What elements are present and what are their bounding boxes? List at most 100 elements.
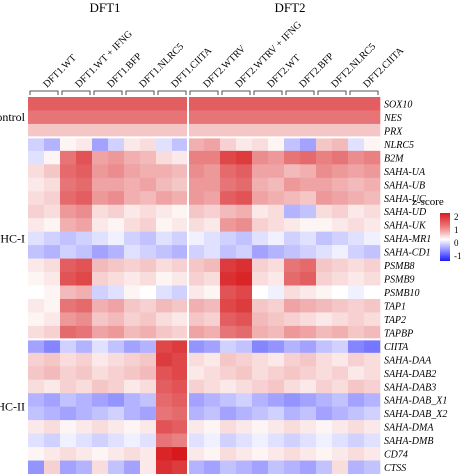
heatmap-cell [220, 164, 237, 179]
heatmap-cell [204, 123, 221, 138]
heatmap-cell [28, 460, 45, 474]
heatmap-cell [76, 231, 93, 246]
heatmap-cell [60, 123, 77, 138]
row-label: PSMB10 [383, 288, 420, 299]
heatmap-cell [284, 137, 301, 152]
heatmap-cell [300, 379, 317, 394]
heatmap-cell [92, 137, 109, 152]
heatmap-cell [300, 285, 317, 300]
heatmap-cell [124, 218, 141, 232]
heatmap-cell [140, 110, 157, 125]
heatmap-cell [252, 164, 269, 179]
heatmap-cell [300, 191, 317, 206]
heatmap-cell [92, 97, 109, 111]
heatmap-cell [236, 298, 253, 313]
row-label: TAP2 [384, 315, 406, 326]
heatmap-cell [172, 447, 189, 461]
heatmap-cell [332, 433, 349, 448]
heatmap-cell [156, 406, 173, 421]
heatmap-cell [316, 191, 333, 206]
heatmap-cell [220, 137, 237, 152]
row-label: CIITA [384, 342, 409, 353]
heatmap-cell [76, 393, 93, 407]
heatmap-cell [204, 379, 221, 394]
column-bracket [93, 90, 123, 95]
heatmap-cell [316, 420, 333, 434]
legend-tick: -1 [454, 251, 462, 261]
heatmap-cell [76, 420, 93, 434]
heatmap-cell [332, 393, 349, 407]
heatmap-cell [60, 164, 77, 179]
heatmap-cell [108, 164, 125, 179]
heatmap-cell [268, 164, 285, 179]
row-label: PSMB8 [383, 261, 415, 272]
heatmap-cell [108, 150, 125, 165]
heatmap-cell [124, 312, 141, 327]
heatmap-cell [364, 177, 381, 192]
heatmap-cell [236, 245, 253, 259]
heatmap-cell [252, 245, 269, 259]
heatmap-cell [28, 245, 45, 259]
heatmap-cell [284, 191, 301, 206]
heatmap-cell [204, 325, 221, 340]
heatmap-cell [172, 312, 189, 327]
heatmap-cell [332, 420, 349, 434]
heatmap-cell [236, 352, 253, 367]
heatmap-cell [28, 447, 45, 461]
heatmap-cell [28, 110, 45, 125]
heatmap-cell [44, 150, 61, 165]
heatmap-cell [316, 110, 333, 125]
heatmap-cell [364, 339, 381, 354]
heatmap-cell [76, 325, 93, 340]
row-label: CTSS [384, 463, 406, 474]
heatmap-cell [124, 433, 141, 448]
heatmap-cell [220, 272, 237, 286]
heatmap-cell [124, 298, 141, 313]
heatmap-cell [316, 245, 333, 259]
row-group-label: MHC-I [0, 231, 25, 245]
column-bracket [221, 90, 251, 95]
heatmap-cell [364, 164, 381, 179]
heatmap-cell [156, 191, 173, 206]
heatmap-cell [364, 97, 381, 111]
heatmap-cell [220, 191, 237, 206]
heatmap-cell [124, 406, 141, 421]
heatmap-cell [316, 164, 333, 179]
column-bracket [317, 90, 347, 95]
heatmap-cell [252, 231, 269, 246]
heatmap-cell [252, 97, 269, 111]
heatmap-cell [140, 218, 157, 232]
heatmap-cell [220, 460, 237, 474]
heatmap-cell [188, 406, 205, 421]
heatmap-cell [108, 420, 125, 434]
heatmap-cell [76, 285, 93, 300]
heatmap-cell [284, 298, 301, 313]
heatmap-cell [364, 137, 381, 152]
heatmap-cell [172, 298, 189, 313]
heatmap-cell [140, 137, 157, 152]
heatmap-cell [268, 218, 285, 232]
heatmap-cell [156, 420, 173, 434]
heatmap-cell [60, 177, 77, 192]
heatmap-cell [28, 312, 45, 327]
heatmap-cell [268, 191, 285, 206]
heatmap-cell [204, 285, 221, 300]
heatmap-cell [108, 325, 125, 340]
heatmap-cell [204, 204, 221, 219]
heatmap-cell [156, 164, 173, 179]
heatmap-cell [140, 285, 157, 300]
heatmap-cell [76, 339, 93, 354]
heatmap-cell [204, 231, 221, 246]
heatmap-cell [28, 285, 45, 300]
column-label: DFT1.WT + IFNG [73, 29, 134, 90]
heatmap-cell [252, 433, 269, 448]
heatmap-cell [92, 339, 109, 354]
heatmap-cell [252, 285, 269, 300]
heatmap-cell [220, 312, 237, 327]
heatmap-cell [140, 204, 157, 219]
heatmap-cell [172, 352, 189, 367]
heatmap-cell [364, 245, 381, 259]
heatmap-cell [188, 258, 205, 273]
heatmap-cell [60, 272, 77, 286]
heatmap-cell [172, 393, 189, 407]
